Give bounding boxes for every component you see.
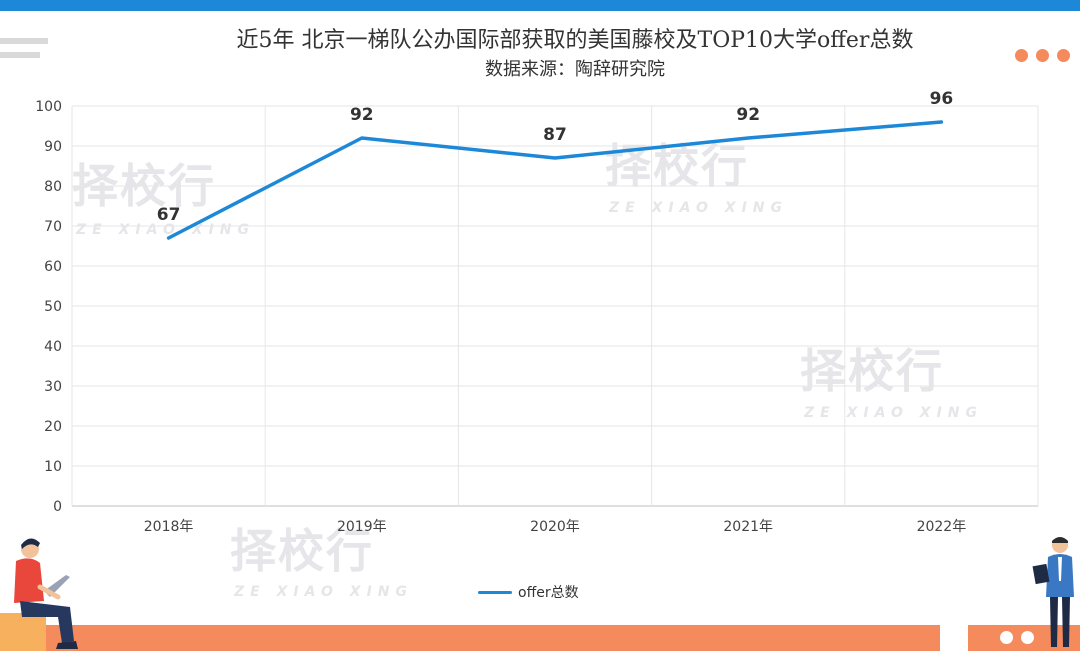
menu-lines-decoration xyxy=(0,38,48,66)
data-point xyxy=(360,136,364,140)
data-point xyxy=(167,236,171,240)
y-tick-label: 60 xyxy=(44,259,62,275)
watermark-sub: ZE XIAO XING xyxy=(804,405,983,421)
dots-decoration-bottom xyxy=(1000,631,1034,644)
data-label: 96 xyxy=(930,89,954,109)
chart-subtitle: 数据来源：陶辞研究院 xyxy=(485,59,665,80)
x-tick-label: 2018年 xyxy=(144,519,194,535)
top-accent-bar xyxy=(0,0,1080,11)
x-tick-label: 2021年 xyxy=(723,519,773,535)
x-tick-label: 2020年 xyxy=(530,519,580,535)
watermark-logo: 择校行 xyxy=(230,524,374,578)
watermark-sub: ZE XIAO XING xyxy=(234,584,413,600)
watermark-logo: 择校行 xyxy=(605,139,749,193)
y-tick-label: 10 xyxy=(44,459,62,475)
y-tick-label: 90 xyxy=(44,139,62,155)
x-tick-label: 2019年 xyxy=(337,519,387,535)
legend-line-swatch xyxy=(478,590,512,594)
y-tick-label: 30 xyxy=(44,379,62,395)
person-with-laptop-illustration xyxy=(0,538,78,651)
data-point xyxy=(939,120,943,124)
y-tick-label: 0 xyxy=(53,499,62,515)
legend-label: offer总数 xyxy=(518,585,579,601)
y-tick-label: 70 xyxy=(44,219,62,235)
bottom-accent-bar xyxy=(0,625,940,651)
y-tick-label: 40 xyxy=(44,339,62,355)
data-label: 67 xyxy=(157,205,181,225)
y-tick-label: 100 xyxy=(35,99,62,115)
y-tick-label: 20 xyxy=(44,419,62,435)
data-label: 87 xyxy=(543,125,567,145)
businessman-illustration xyxy=(1032,537,1074,647)
watermark-sub: ZE XIAO XING xyxy=(609,200,788,216)
data-point xyxy=(553,156,557,160)
x-tick-label: 2022年 xyxy=(917,519,967,535)
data-point xyxy=(746,136,750,140)
y-tick-label: 80 xyxy=(44,179,62,195)
chart-legend[interactable]: offer总数 xyxy=(478,582,579,602)
chart-title: 近5年 北京一梯队公办国际部获取的美国藤校及TOP10大学offer总数 xyxy=(236,28,914,53)
watermark-logo: 择校行 xyxy=(800,344,944,398)
data-label: 92 xyxy=(350,105,374,125)
dots-decoration-top xyxy=(1015,49,1070,62)
y-tick-label: 50 xyxy=(44,299,62,315)
data-label: 92 xyxy=(736,105,760,125)
